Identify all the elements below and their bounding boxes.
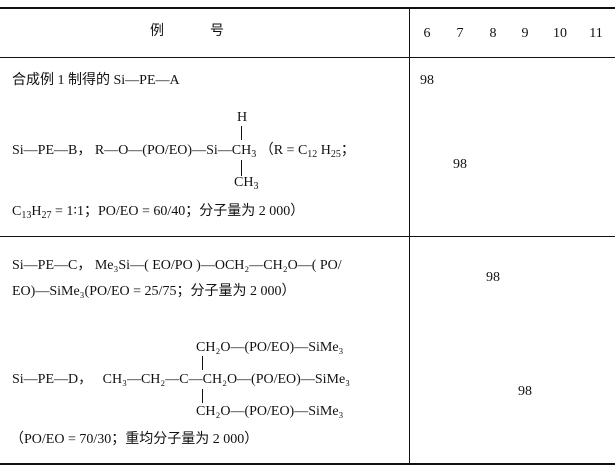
formula-top: CH₂O—(PO/EO)—SiMe₃ [196, 340, 344, 355]
row-c-line1: Si—PE—C， Me₃Si—( EO/PO )—OCH₂—CH₂O—( PO/ [12, 258, 342, 273]
column-header: 9 [521, 26, 529, 41]
header-rule [0, 57, 615, 58]
value-cell: 98 [486, 270, 500, 285]
value-cell: 98 [518, 384, 532, 399]
row-d-formula: Si—PE—D， CH₃—CH₂—C—CH₂O—(PO/EO)—SiMe₃ [12, 372, 350, 388]
formula: R—O—(PO/EO)—Si—CH [94, 143, 252, 158]
row-b-note: C13H27 = 1∶1；PO/EO = 60/40；分子量为 2 000） [12, 204, 305, 221]
bottom-rule [0, 463, 615, 465]
compound-name: Si—PE—D， [12, 372, 93, 387]
row-a-text: 合成例 1 制得的 Si—PE—A [12, 73, 180, 88]
header-label: 例 号 [150, 24, 225, 39]
row-c-line2: EO)—SiMe₃(PO/EO = 25/75；分子量为 2 000） [12, 284, 296, 299]
column-divider [409, 8, 410, 464]
bond [202, 356, 203, 370]
column-header: 7 [456, 26, 464, 41]
bond [241, 160, 242, 176]
bond [202, 389, 203, 403]
formula-bottom: CH3 [234, 175, 259, 192]
formula: CH₃—CH₂—C—CH₂O—(PO/EO)—SiMe₃ [102, 372, 351, 387]
column-header: 10 [553, 26, 567, 41]
section-rule [0, 236, 615, 237]
column-header: 8 [489, 26, 497, 41]
value-cell: 98 [420, 73, 434, 88]
column-header: 6 [423, 26, 431, 41]
column-header: 11 [589, 26, 603, 41]
compound-name: Si—PE—B， [12, 143, 92, 158]
top-rule [0, 7, 615, 9]
row-d-note: （PO/EO = 70/30；重均分子量为 2 000） [10, 432, 259, 447]
bond [241, 126, 242, 140]
value-cell: 98 [453, 157, 467, 172]
formula-bottom: CH₂O—(PO/EO)—SiMe₃ [196, 404, 344, 419]
formula-top: H [237, 110, 248, 125]
row-b-formula: Si—PE—B， R—O—(PO/EO)—Si—CH3 （R = C12 H25… [12, 143, 355, 160]
